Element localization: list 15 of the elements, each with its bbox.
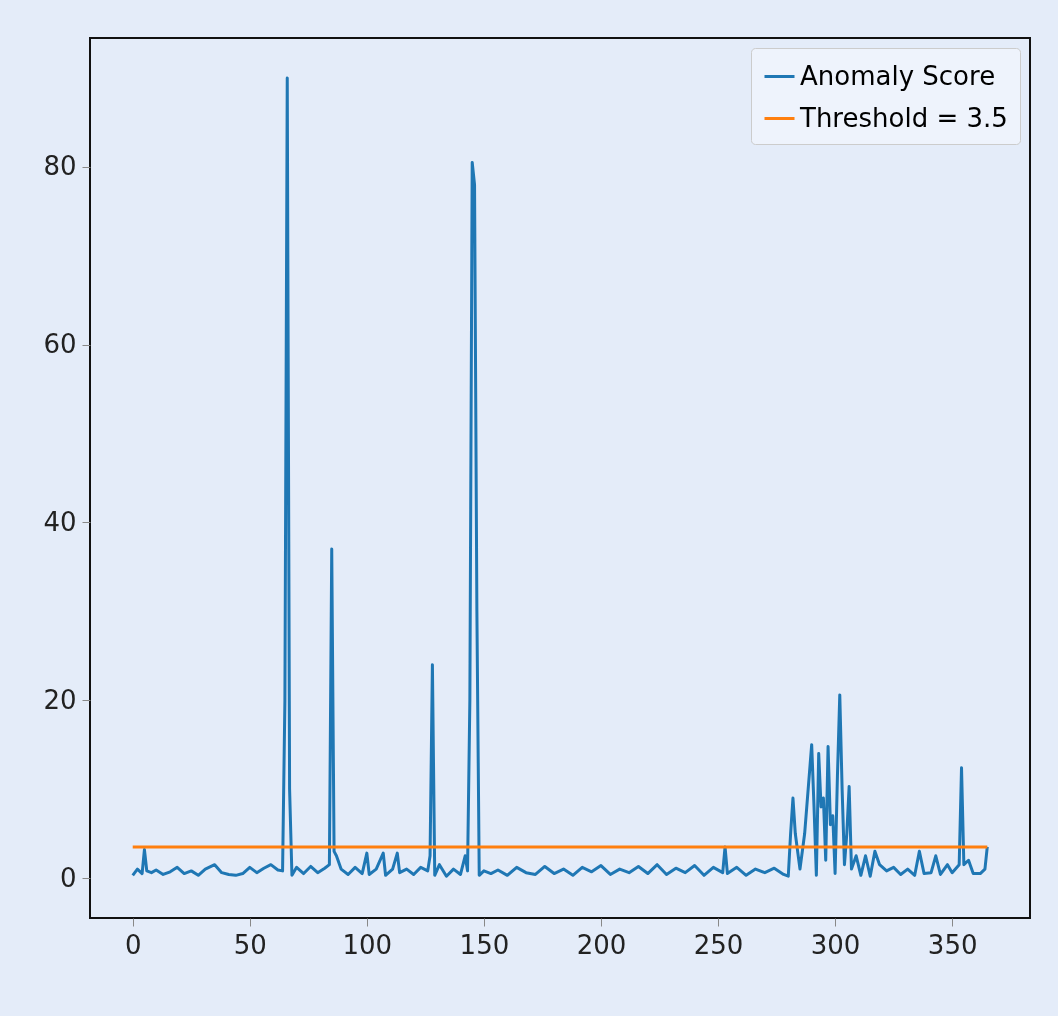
y-tick-label: 0 xyxy=(59,862,77,893)
y-tick-label: 20 xyxy=(43,684,77,715)
x-tick-label: 50 xyxy=(233,929,267,960)
x-tick-label: 200 xyxy=(576,929,627,960)
x-tick-label: 300 xyxy=(810,929,861,960)
x-tick-label: 150 xyxy=(459,929,510,960)
legend-label: Threshold = 3.5 xyxy=(799,102,1008,133)
y-tick-label: 60 xyxy=(43,329,77,360)
legend-label: Anomaly Score xyxy=(800,60,996,91)
x-tick-label: 100 xyxy=(342,929,393,960)
x-tick-label: 0 xyxy=(124,929,142,960)
x-tick-label: 250 xyxy=(693,929,744,960)
y-tick-label: 40 xyxy=(43,506,77,537)
y-tick-label: 80 xyxy=(43,151,77,182)
x-tick-label: 350 xyxy=(927,929,978,960)
